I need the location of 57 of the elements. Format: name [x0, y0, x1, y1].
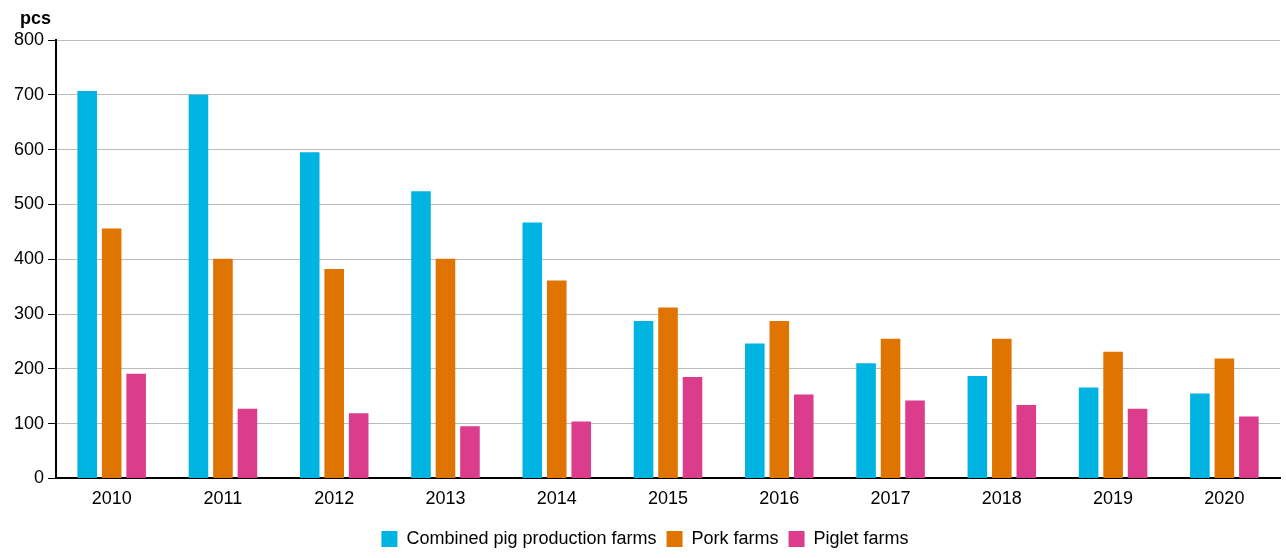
bar: [856, 363, 876, 478]
bar: [460, 426, 480, 478]
y-tick-label: 0: [34, 467, 45, 488]
x-tick-label: 2016: [759, 488, 800, 509]
y-tick-label: 700: [13, 83, 45, 104]
bar: [522, 222, 543, 478]
bar: [769, 321, 790, 478]
y-tick-label: 400: [13, 248, 45, 269]
y-tick-label: 800: [13, 28, 45, 49]
bar: [299, 152, 320, 478]
x-tick-label: 2012: [314, 488, 355, 509]
y-tick-label: 200: [13, 357, 45, 378]
x-tick-label: 2010: [91, 488, 132, 509]
y-tick-label: 500: [13, 193, 45, 214]
bar: [633, 321, 654, 478]
x-tick-label: 2018: [981, 488, 1022, 509]
bar: [793, 394, 814, 478]
bar: [1078, 387, 1099, 478]
legend-label: Piglet farms: [813, 527, 909, 548]
x-tick-label: 2014: [536, 488, 577, 509]
legend-label: Combined pig production farms: [406, 527, 657, 548]
bar: [348, 413, 369, 478]
bar: [126, 373, 146, 478]
bar: [1190, 393, 1210, 478]
bar: [967, 375, 988, 478]
bar: [1016, 404, 1037, 478]
x-tick-label: 2019: [1093, 488, 1134, 509]
bar: [77, 90, 97, 478]
bar: [992, 338, 1012, 478]
bar: [101, 228, 122, 478]
bar: [745, 343, 765, 478]
x-tick-label: 2020: [1204, 488, 1245, 509]
x-tick-label: 2013: [425, 488, 466, 509]
bar: [1103, 351, 1123, 478]
x-tick-label: 2017: [870, 488, 911, 509]
bar: [658, 307, 678, 478]
bar: [546, 280, 567, 478]
x-tick-label: 2011: [203, 488, 243, 509]
bar: [213, 258, 233, 478]
y-tick-label: 100: [13, 412, 45, 433]
bar: [682, 377, 703, 478]
bar: [571, 421, 592, 478]
y-tick-label: 600: [13, 138, 45, 159]
bar: [1127, 408, 1148, 478]
legend-label: Pork farms: [691, 527, 779, 548]
bar: [880, 338, 901, 478]
bar: [411, 191, 431, 478]
bar: [905, 400, 925, 478]
bar: [324, 269, 344, 478]
bar: [435, 258, 456, 478]
bar: [1214, 358, 1235, 478]
y-tick-label: 300: [13, 302, 45, 323]
bar: [237, 408, 258, 478]
bar: [1239, 416, 1259, 478]
y-axis-title: pcs: [20, 7, 52, 28]
bar: [188, 94, 209, 478]
x-tick-label: 2015: [647, 488, 689, 509]
